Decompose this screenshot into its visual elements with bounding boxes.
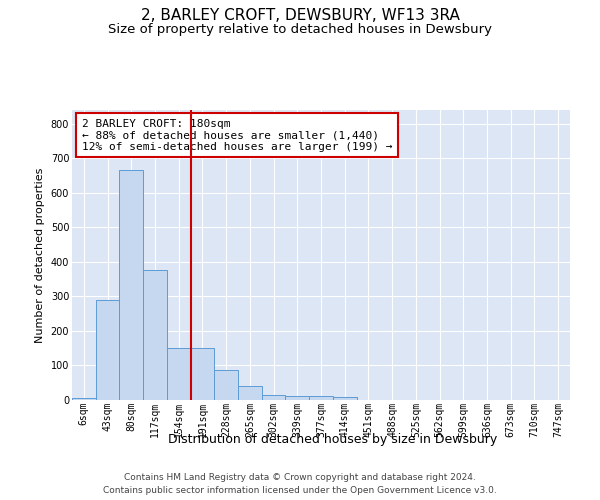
Text: Distribution of detached houses by size in Dewsbury: Distribution of detached houses by size … [169, 432, 497, 446]
Text: 2 BARLEY CROFT: 180sqm
← 88% of detached houses are smaller (1,440)
12% of semi-: 2 BARLEY CROFT: 180sqm ← 88% of detached… [82, 118, 392, 152]
Bar [167, 348, 191, 400]
Y-axis label: Number of detached properties: Number of detached properties [35, 168, 45, 342]
Bar [309, 396, 333, 400]
Bar [119, 170, 143, 400]
Bar [96, 300, 119, 400]
Text: Contains HM Land Registry data © Crown copyright and database right 2024.
Contai: Contains HM Land Registry data © Crown c… [103, 474, 497, 495]
Text: 2, BARLEY CROFT, DEWSBURY, WF13 3RA: 2, BARLEY CROFT, DEWSBURY, WF13 3RA [140, 8, 460, 22]
Bar [333, 397, 356, 400]
Bar [143, 270, 167, 400]
Bar [72, 398, 96, 400]
Bar [286, 396, 309, 400]
Bar [191, 348, 214, 400]
Bar [214, 370, 238, 400]
Text: Size of property relative to detached houses in Dewsbury: Size of property relative to detached ho… [108, 22, 492, 36]
Bar [238, 386, 262, 400]
Bar [262, 395, 286, 400]
